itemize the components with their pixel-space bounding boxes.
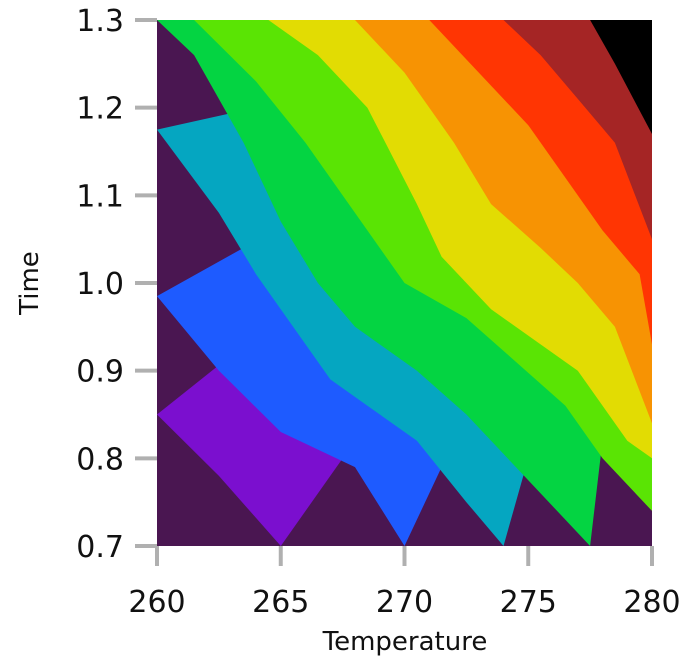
y-tick-label: 1.3 — [76, 4, 124, 39]
x-tick-label: 270 — [376, 585, 433, 620]
y-tick-label: 1.2 — [76, 92, 124, 127]
x-tick-label: 275 — [500, 585, 557, 620]
contour-band-10 — [590, 20, 652, 134]
y-tick-label: 0.9 — [76, 355, 124, 390]
x-tick-label: 265 — [252, 585, 309, 620]
x-tick-label: 260 — [128, 585, 185, 620]
contour-fill-layer — [157, 20, 652, 546]
x-axis: 260 265 270 275 280 Temperature — [128, 546, 681, 657]
x-tick-label: 280 — [623, 585, 680, 620]
y-tick-label: 1.1 — [76, 179, 124, 214]
y-axis-title: Time — [15, 251, 45, 316]
y-tick-label: 0.7 — [76, 530, 124, 565]
y-axis: 0.7 0.8 0.9 1.0 1.1 1.2 1.3 Time — [15, 4, 157, 565]
contour-band-9 — [503, 20, 652, 240]
x-axis-title: Temperature — [322, 627, 488, 657]
y-tick-label: 1.0 — [76, 267, 124, 302]
y-tick-label: 0.8 — [76, 442, 124, 477]
